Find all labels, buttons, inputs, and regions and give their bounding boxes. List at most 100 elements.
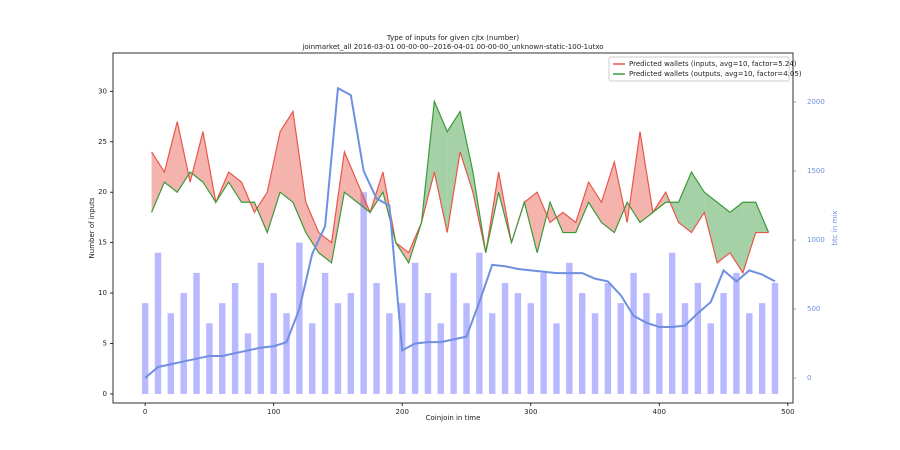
bar (720, 293, 727, 394)
bar (257, 262, 265, 394)
bar (733, 272, 740, 394)
y-tick-label: 20 (98, 188, 107, 196)
y2-tick-label: 2000 (807, 98, 825, 106)
bar (219, 303, 226, 394)
fill-between (537, 192, 551, 253)
bar (424, 293, 432, 394)
fill-between (524, 192, 538, 253)
bar (527, 303, 534, 394)
plot-layer (141, 86, 779, 394)
x-tick-label: 500 (781, 408, 794, 416)
y-tick-label: 30 (98, 87, 107, 95)
bar (231, 282, 239, 394)
bar (296, 242, 303, 394)
fill-between (601, 161, 615, 233)
bar (578, 293, 586, 394)
y-tick-label: 0 (103, 390, 107, 398)
fill-between (267, 131, 281, 233)
bar (167, 313, 175, 394)
bar (437, 323, 445, 394)
y2-axis-label: btc in mix (831, 211, 839, 246)
fill-between (344, 151, 358, 203)
y-tick-label: 25 (98, 138, 107, 146)
chart-title: Type of inputs for given cjtx (number) (386, 34, 519, 42)
x-axis-label: Coinjoin in time (426, 414, 481, 422)
bar (630, 272, 637, 394)
y-tick-label: 10 (98, 289, 107, 297)
legend-box (608, 56, 790, 82)
fill-between (742, 202, 756, 273)
bar (283, 313, 290, 394)
bar (707, 323, 714, 394)
series-line (151, 99, 770, 265)
fill-between (254, 192, 268, 233)
fill-between (434, 101, 448, 233)
bar (386, 313, 393, 394)
fill-between (678, 172, 692, 233)
fill-between (704, 192, 718, 263)
bar (373, 282, 380, 394)
fill-between (280, 111, 293, 203)
y2-tick-label: 500 (807, 305, 820, 313)
legend-label: Predicted wallets (outputs, avg=10, fact… (629, 70, 802, 78)
bar (206, 323, 213, 394)
bar (244, 333, 252, 394)
bar (463, 303, 470, 394)
fill-between (292, 111, 306, 233)
x-tick-label: 400 (653, 408, 666, 416)
bar (668, 252, 676, 394)
bar (360, 192, 367, 394)
bar (154, 252, 162, 394)
bar (321, 272, 329, 394)
chart-subtitle: joinmarket_all 2016-03-01 00-00-00--2016… (301, 43, 603, 51)
plot-frame (112, 52, 794, 404)
fill-between (588, 182, 602, 223)
bar (604, 282, 612, 394)
y-tick-label: 5 (103, 339, 107, 347)
fill-between (164, 121, 178, 193)
series-line (144, 86, 776, 379)
bar (758, 303, 766, 394)
bar (540, 272, 547, 394)
series-line (151, 109, 769, 275)
x-tick-label: 300 (524, 408, 537, 416)
bar (141, 303, 149, 394)
bar (411, 262, 419, 394)
y2-tick-label: 1500 (807, 167, 825, 175)
bar (591, 313, 599, 394)
bar (334, 303, 342, 394)
bar (566, 262, 573, 394)
y-tick-label: 15 (98, 239, 107, 247)
x-tick-label: 0 (143, 408, 147, 416)
fill-between (305, 202, 319, 253)
fill-between (331, 151, 345, 263)
fill-between (460, 111, 473, 193)
bar (450, 272, 457, 394)
x-tick-label: 200 (396, 408, 409, 416)
bar (681, 303, 689, 394)
bar (617, 303, 624, 394)
fill-between (730, 202, 743, 273)
fill-between (717, 202, 731, 263)
fill-between (151, 151, 165, 213)
fill-between (447, 111, 461, 233)
x-tick-label: 100 (267, 408, 280, 416)
y-axis-label: Number of inputs (88, 197, 96, 258)
bar (476, 252, 483, 394)
bar (270, 293, 277, 394)
bar (193, 272, 200, 394)
bar (694, 282, 702, 394)
fill-between (575, 182, 589, 233)
bar (501, 282, 509, 394)
bar (488, 313, 496, 394)
bar (553, 323, 560, 394)
bar (180, 293, 187, 394)
bar (309, 323, 316, 394)
bar (347, 293, 355, 394)
y2-tick-label: 1000 (807, 236, 825, 244)
bar (656, 313, 663, 394)
bar (643, 293, 650, 394)
bar (746, 313, 753, 394)
bar (771, 282, 779, 394)
